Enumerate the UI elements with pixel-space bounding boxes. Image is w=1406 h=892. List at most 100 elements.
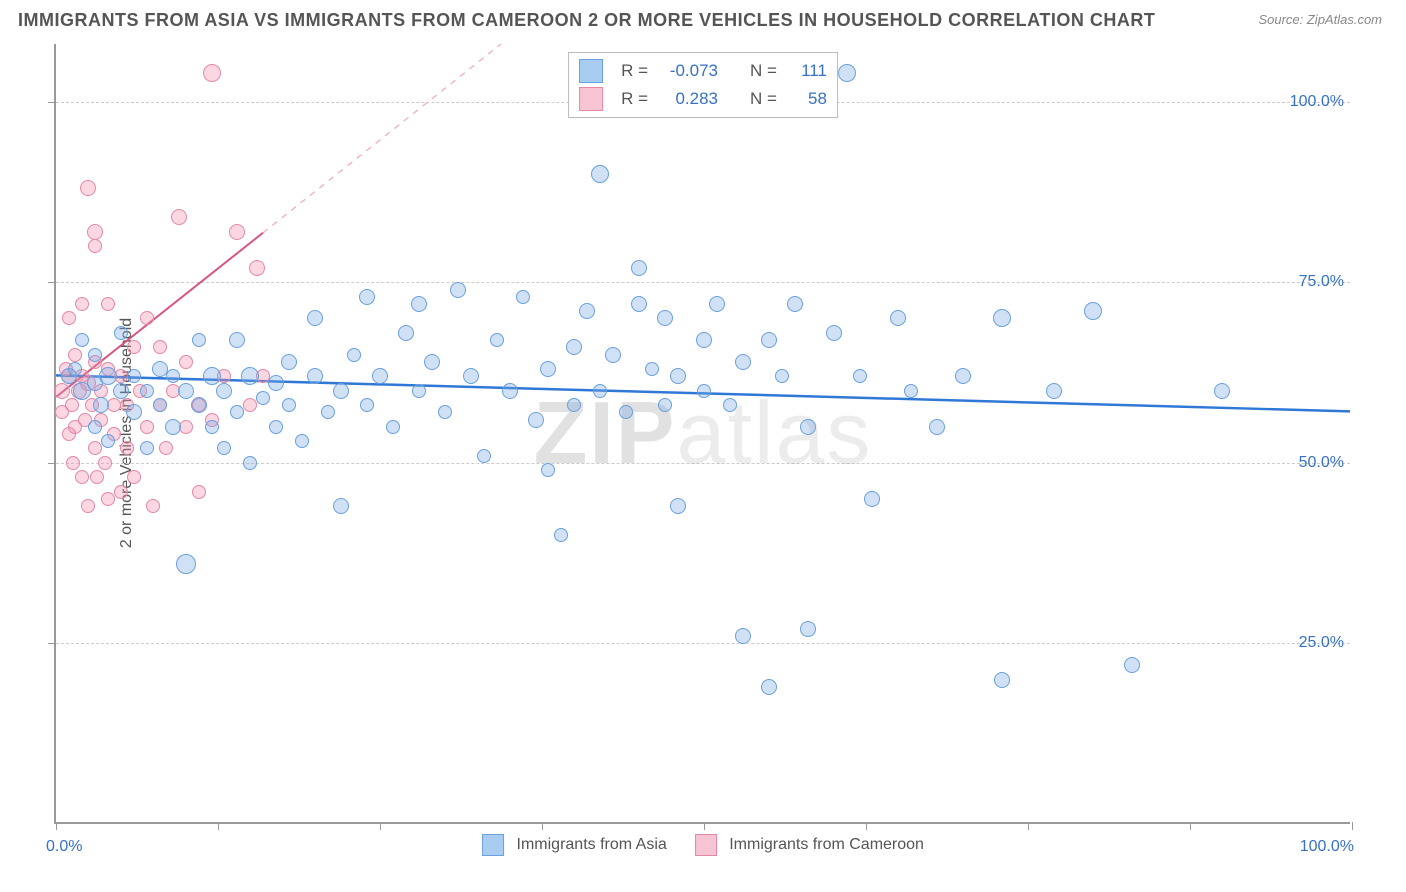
scatter-point-asia <box>176 554 196 574</box>
scatter-point-asia <box>321 405 335 419</box>
legend-cameroon-label: Immigrants from Cameroon <box>729 836 924 853</box>
chart-plot-area: 2 or more Vehicles in Household 25.0%50.… <box>54 44 1350 824</box>
scatter-point-asia <box>269 420 283 434</box>
scatter-point-asia <box>68 362 82 376</box>
x-axis-max-label: 100.0% <box>1300 838 1354 856</box>
scatter-point-asia <box>101 434 115 448</box>
stats-row-cameroon: R = 0.283 N = 58 <box>579 85 827 113</box>
scatter-point-asia <box>268 375 284 391</box>
scatter-point-asia <box>359 289 375 305</box>
scatter-point-asia <box>697 384 711 398</box>
y-tick <box>48 282 56 283</box>
scatter-point-asia <box>229 332 245 348</box>
scatter-point-cameroon <box>171 209 187 225</box>
scatter-point-asia <box>826 325 842 341</box>
scatter-point-asia <box>205 420 219 434</box>
y-tick-label: 75.0% <box>1299 273 1344 291</box>
scatter-point-asia <box>281 354 297 370</box>
scatter-point-asia <box>75 333 89 347</box>
scatter-point-asia <box>243 456 257 470</box>
scatter-point-asia <box>696 332 712 348</box>
scatter-point-asia <box>166 369 180 383</box>
scatter-point-cameroon <box>120 441 134 455</box>
scatter-point-cameroon <box>243 398 257 412</box>
scatter-point-asia <box>591 165 609 183</box>
scatter-point-asia <box>230 405 244 419</box>
scatter-point-cameroon <box>101 492 115 506</box>
x-tick <box>56 822 57 830</box>
swatch-asia-icon <box>579 59 603 83</box>
scatter-point-asia <box>424 354 440 370</box>
scatter-point-cameroon <box>54 383 70 399</box>
scatter-point-asia <box>735 354 751 370</box>
scatter-point-asia <box>140 384 154 398</box>
scatter-point-asia <box>800 419 816 435</box>
scatter-point-asia <box>241 367 259 385</box>
scatter-point-cameroon <box>249 260 265 276</box>
y-tick <box>48 643 56 644</box>
scatter-point-asia <box>800 621 816 637</box>
scatter-point-asia <box>203 367 221 385</box>
asia-r-value: -0.073 <box>658 61 718 81</box>
scatter-point-cameroon <box>192 485 206 499</box>
asia-n-value: 111 <box>787 61 827 81</box>
scatter-point-asia <box>761 679 777 695</box>
scatter-point-cameroon <box>114 485 128 499</box>
scatter-point-asia <box>398 325 414 341</box>
x-tick <box>542 822 543 830</box>
scatter-point-asia <box>994 672 1010 688</box>
scatter-point-asia <box>386 420 400 434</box>
scatter-point-asia <box>838 64 856 82</box>
scatter-point-cameroon <box>153 340 167 354</box>
scatter-point-cameroon <box>127 470 141 484</box>
y-tick-label: 100.0% <box>1290 93 1344 111</box>
x-tick <box>866 822 867 830</box>
scatter-point-asia <box>605 347 621 363</box>
scatter-point-cameroon <box>229 224 245 240</box>
scatter-point-asia <box>347 348 361 362</box>
scatter-point-cameroon <box>203 64 221 82</box>
scatter-point-cameroon <box>90 470 104 484</box>
stats-legend-box: R = -0.073 N = 111 R = 0.283 N = 58 <box>568 52 838 118</box>
scatter-point-asia <box>295 434 309 448</box>
scatter-point-asia <box>735 628 751 644</box>
scatter-point-cameroon <box>75 297 89 311</box>
scatter-point-asia <box>411 296 427 312</box>
scatter-point-asia <box>93 397 109 413</box>
scatter-point-asia <box>282 398 296 412</box>
scatter-point-asia <box>438 405 452 419</box>
scatter-point-asia <box>88 348 102 362</box>
scatter-point-asia <box>631 296 647 312</box>
scatter-point-asia <box>333 498 349 514</box>
swatch-cameroon-icon <box>579 87 603 111</box>
scatter-point-asia <box>853 369 867 383</box>
scatter-point-cameroon <box>66 456 80 470</box>
scatter-point-asia <box>412 384 426 398</box>
gridline <box>56 282 1350 283</box>
scatter-point-asia <box>216 383 232 399</box>
scatter-point-asia <box>307 310 323 326</box>
scatter-point-asia <box>619 405 633 419</box>
scatter-point-asia <box>192 333 206 347</box>
n-label: N = <box>750 89 777 109</box>
scatter-point-asia <box>165 419 181 435</box>
swatch-asia-icon <box>482 834 504 856</box>
legend-item-asia: Immigrants from Asia <box>482 834 667 856</box>
scatter-point-asia <box>114 326 128 340</box>
scatter-point-cameroon <box>159 441 173 455</box>
scatter-point-cameroon <box>81 499 95 513</box>
scatter-point-asia <box>579 303 595 319</box>
scatter-point-asia <box>775 369 789 383</box>
y-tick <box>48 463 56 464</box>
scatter-point-cameroon <box>179 355 193 369</box>
series-legend: Immigrants from Asia Immigrants from Cam… <box>482 834 924 856</box>
scatter-point-asia <box>127 369 141 383</box>
scatter-point-asia <box>1124 657 1140 673</box>
r-label: R = <box>621 89 648 109</box>
scatter-point-asia <box>890 310 906 326</box>
scatter-point-cameroon <box>80 180 96 196</box>
scatter-point-asia <box>787 296 803 312</box>
scatter-point-cameroon <box>107 398 121 412</box>
scatter-point-asia <box>88 420 102 434</box>
scatter-point-asia <box>1084 302 1102 320</box>
